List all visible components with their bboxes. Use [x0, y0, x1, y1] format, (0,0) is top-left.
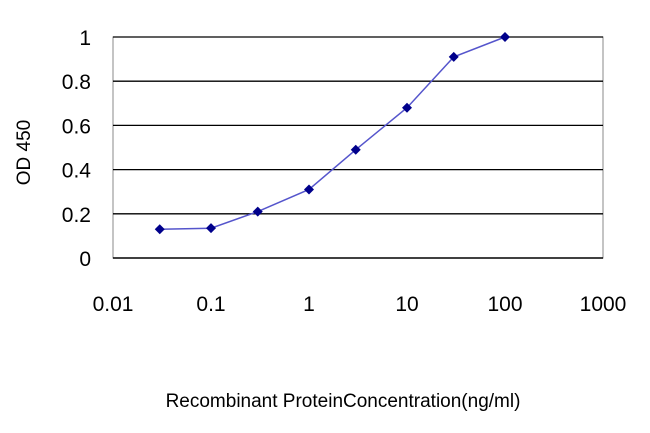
x-tick-label-2: 1	[303, 293, 315, 316]
y-tick-label-5: 1	[79, 27, 91, 50]
y-tick-label-2: 0.4	[62, 160, 92, 183]
y-tick-label-0: 0	[79, 248, 91, 271]
series-line-0	[159, 36, 506, 231]
gridlines	[113, 36, 603, 259]
y-tick-label-3: 0.6	[62, 115, 91, 138]
y-axis-title: OD 450	[14, 120, 35, 185]
plot-area	[112, 32, 604, 259]
x-axis-title: Recombinant ProteinConcentration(ng/ml)	[166, 391, 521, 412]
series	[154, 32, 510, 235]
y-tick-label-1: 0.2	[62, 204, 91, 227]
data-point-0	[154, 224, 165, 235]
data-point-7	[500, 32, 510, 42]
y-axis-ticks: 0 0.2 0.4 0.6 0.8 1	[62, 27, 92, 271]
y-tick-label-4: 0.8	[62, 71, 91, 94]
x-tick-label-3: 10	[395, 293, 418, 316]
x-tick-label-4: 100	[487, 293, 522, 316]
data-point-4	[350, 144, 361, 155]
data-point-3	[304, 184, 314, 195]
x-tick-label-0: 0.01	[93, 293, 134, 316]
data-point-5	[402, 102, 412, 113]
x-axis-ticks: 0.01 0.1 1 10 100 1000	[93, 293, 627, 316]
x-tick-label-1: 0.1	[196, 293, 225, 316]
data-point-2	[252, 206, 263, 217]
x-tick-label-5: 1000	[580, 293, 627, 316]
data-point-1	[206, 223, 216, 234]
data-point-6	[448, 51, 459, 62]
